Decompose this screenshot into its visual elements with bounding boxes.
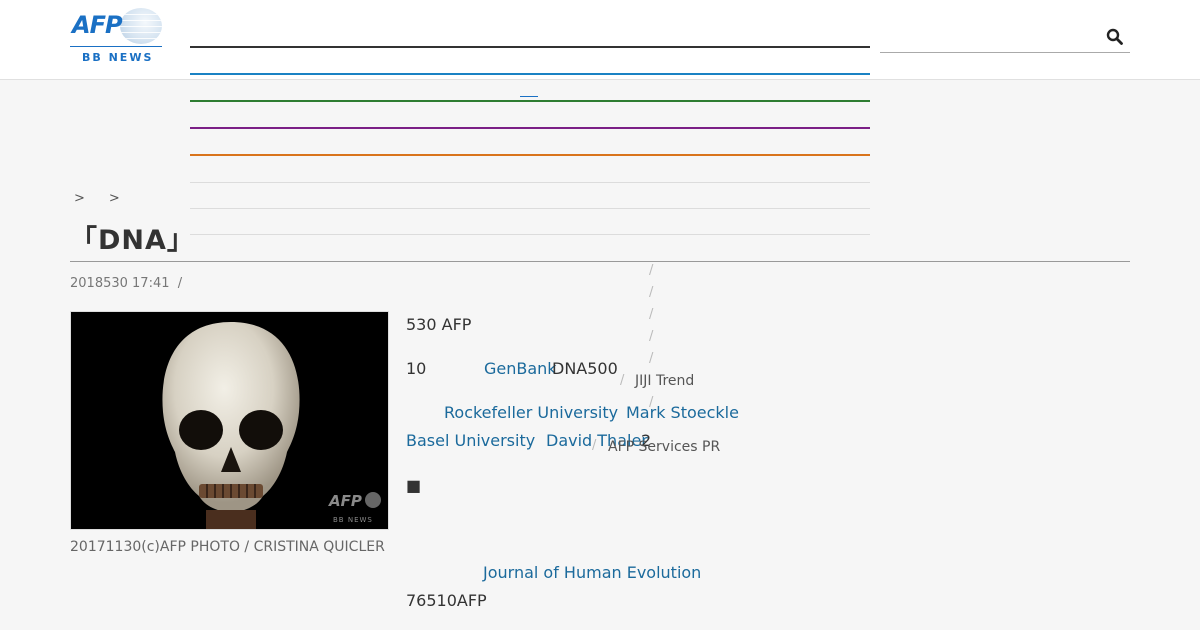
sidebar-separator: /	[649, 307, 654, 322]
david-thaler-link[interactable]: David Thaler	[546, 431, 648, 450]
sidebar-separator: /	[649, 329, 654, 344]
nav-active-indicator	[520, 96, 538, 97]
article-dateline: 530 AFP	[406, 315, 472, 334]
sidebar-item-afp-services[interactable]: AFP Services PR	[608, 439, 721, 455]
paragraph-text: 10	[406, 359, 427, 378]
logo-subtitle: BB NEWS	[82, 51, 154, 64]
article-photo[interactable]: AFP BB NEWS	[70, 311, 389, 530]
paragraph-text: 2	[641, 431, 652, 450]
nav-line-2[interactable]	[190, 73, 870, 75]
photo-watermark-logo: AFP	[328, 492, 362, 510]
nav-divider-3	[190, 234, 870, 235]
mark-stoeckle-link[interactable]: Mark Stoeckle	[626, 403, 739, 422]
afp-bb-news-logo[interactable]: AFP BB NEWS	[70, 8, 162, 64]
breadcrumb: > >	[74, 191, 120, 206]
logo-text: AFP	[72, 11, 123, 39]
journal-link[interactable]: Journal of Human Evolution	[483, 563, 702, 582]
sidebar-separator: /	[649, 395, 654, 410]
sidebar-separator: /	[649, 285, 654, 300]
meta-separator: /	[177, 276, 183, 291]
rockefeller-university-link[interactable]: Rockefeller University	[444, 403, 619, 422]
sidebar-item-jiji-trend[interactable]: JIJI Trend	[635, 373, 695, 389]
svg-text:BB NEWS: BB NEWS	[333, 516, 373, 524]
title-divider	[70, 261, 1130, 262]
paragraph-text: DNA500	[552, 359, 618, 378]
basel-university-link[interactable]: Basel University	[406, 431, 536, 450]
sidebar-separator: /	[620, 373, 625, 388]
sidebar-separator: /	[649, 263, 654, 278]
breadcrumb-separator: >	[108, 191, 120, 206]
site-header: AFP BB NEWS	[0, 0, 1200, 80]
section-marker: ■	[406, 476, 422, 495]
sidebar-separator: /	[649, 351, 654, 366]
paragraph-text: 76510AFP	[406, 591, 487, 610]
page-title: 「DNA」	[70, 225, 195, 256]
genbank-link[interactable]: GenBank	[484, 359, 557, 378]
search-icon[interactable]	[1106, 28, 1124, 46]
article-paragraph: 10	[406, 359, 426, 378]
skull-image: AFP BB NEWS	[71, 312, 388, 529]
nav-line-4[interactable]	[190, 127, 870, 129]
globe-icon	[120, 8, 162, 44]
photo-caption: 20171130(c)AFP PHOTO / CRISTINA QUICLER	[70, 539, 385, 555]
logo-divider	[70, 46, 162, 47]
nav-divider-2	[190, 208, 870, 209]
article-meta: 2018530 17:41 /	[70, 276, 182, 291]
nav-line-5[interactable]	[190, 154, 870, 156]
sidebar-separator: /	[592, 438, 597, 453]
publish-date: 2018530 17:41	[70, 276, 170, 291]
nav-line-3[interactable]	[190, 100, 870, 102]
nav-line-1[interactable]	[190, 46, 870, 48]
search-input[interactable]	[880, 52, 1130, 53]
breadcrumb-separator: >	[74, 191, 85, 206]
nav-divider-1	[190, 182, 870, 183]
